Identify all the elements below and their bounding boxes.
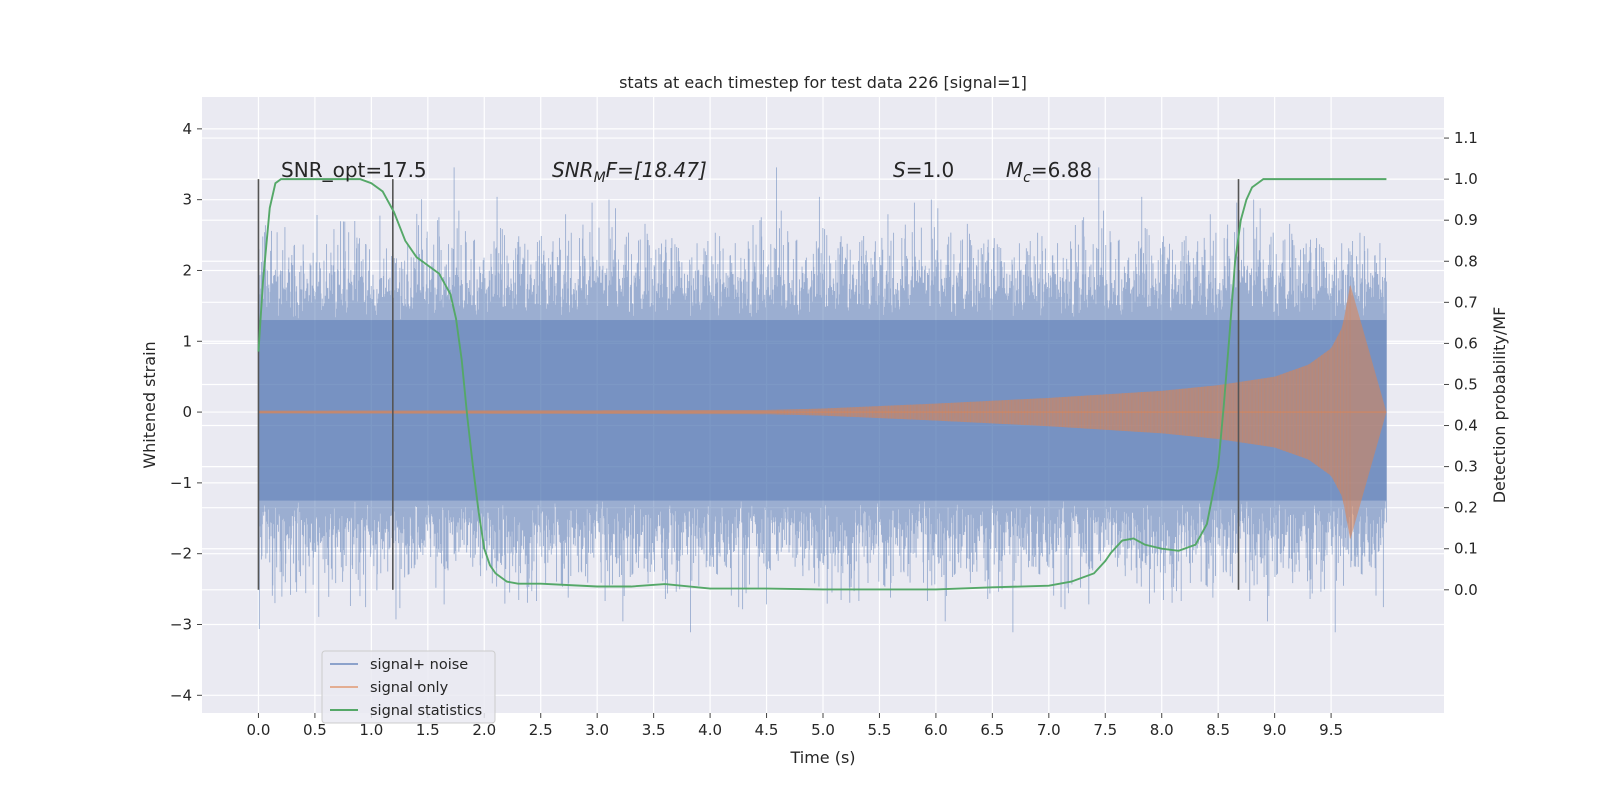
- series-signal-statistics: [257, 178, 1387, 591]
- annotation-snr-opt: SNR_opt=17.5: [281, 158, 427, 182]
- annotation-s: S=1.0: [893, 158, 954, 182]
- x-tick-label: 0.0: [247, 721, 271, 739]
- legend-box: [321, 650, 496, 724]
- y-tick-label: 3: [182, 191, 192, 209]
- y-tick-label: 4: [182, 120, 192, 138]
- legend: signal+ noise signal only signal statist…: [321, 650, 496, 724]
- x-tick-label: 5.5: [868, 721, 892, 739]
- y2-tick-label: 0.4: [1454, 417, 1478, 435]
- x-tick-label: 8.0: [1150, 721, 1174, 739]
- x-tick-label: 6.0: [924, 721, 948, 739]
- x-tick-label: 3.5: [642, 721, 666, 739]
- x-tick-label: 1.0: [359, 721, 383, 739]
- x-tick-label: 2.5: [529, 721, 553, 739]
- y2-ticks: 0.0 0.1 0.2 0.3 0.4 0.5 0.6 0.7 0.8 0.9 1.0 1.1: [1444, 129, 1478, 599]
- annotation-snr-mf: SNRMF=[18.47]: [552, 158, 707, 186]
- y2-tick-label: 0.2: [1454, 499, 1478, 517]
- annotation-mc: Mc=6.88: [1006, 158, 1092, 186]
- x-tick-label: 4.0: [698, 721, 722, 739]
- legend-label-signal-only: signal only: [370, 680, 449, 696]
- x-tick-label: 7.5: [1093, 721, 1117, 739]
- y2-tick-label: 0.6: [1454, 334, 1478, 352]
- chart-title: stats at each timestep for test data 226…: [619, 73, 1027, 92]
- y-tick-label: 2: [182, 261, 192, 279]
- x-tick-label: 4.5: [755, 721, 779, 739]
- vertical-markers: [257, 179, 1240, 590]
- y2-tick-label: 1.1: [1454, 129, 1478, 147]
- x-tick-label: 8.5: [1206, 721, 1230, 739]
- legend-label-signal-statistics: signal statistics: [370, 703, 482, 719]
- x-tick-label: 6.5: [980, 721, 1004, 739]
- y-tick-label: −2: [170, 545, 192, 563]
- y2-tick-label: 0.3: [1454, 458, 1478, 476]
- x-tick-label: 0.5: [303, 721, 327, 739]
- y2-tick-label: 0.1: [1454, 540, 1478, 558]
- x-tick-label: 9.0: [1263, 721, 1287, 739]
- y-tick-label: 0: [182, 403, 192, 421]
- x-tick-label: 5.0: [811, 721, 835, 739]
- y2-tick-label: 0.7: [1454, 293, 1478, 311]
- y-tick-label: −1: [170, 474, 192, 492]
- y2-tick-label: 0.0: [1454, 581, 1478, 599]
- x-tick-label: 1.5: [416, 721, 440, 739]
- x-tick-label: 2.0: [472, 721, 496, 739]
- x-axis-label: Time (s): [789, 748, 855, 767]
- y2-tick-label: 0.8: [1454, 252, 1478, 270]
- y2-tick-label: 0.5: [1454, 375, 1478, 393]
- y-axis-label: Whitened strain: [140, 341, 159, 468]
- y-tick-label: 1: [182, 332, 192, 350]
- legend-label-signal-noise: signal+ noise: [370, 657, 468, 673]
- y2-tick-label: 1.0: [1454, 170, 1478, 188]
- x-tick-label: 9.5: [1319, 721, 1343, 739]
- y-tick-label: −3: [170, 615, 192, 633]
- x-tick-label: 3.0: [585, 721, 609, 739]
- x-ticks: 0.0 0.5 1.0 1.5 2.0 2.5 3.0 3.5 4.0 4.5 5.0 5.5 6.0 6…: [247, 713, 1343, 739]
- y2-tick-label: 0.9: [1454, 211, 1478, 229]
- y-ticks: −4 −3 −2 −1 0 1 2 3 4: [170, 120, 202, 704]
- x-tick-label: 7.0: [1037, 721, 1061, 739]
- y-tick-label: −4: [170, 686, 192, 704]
- y2-axis-label: Detection probability/MF: [1490, 307, 1509, 504]
